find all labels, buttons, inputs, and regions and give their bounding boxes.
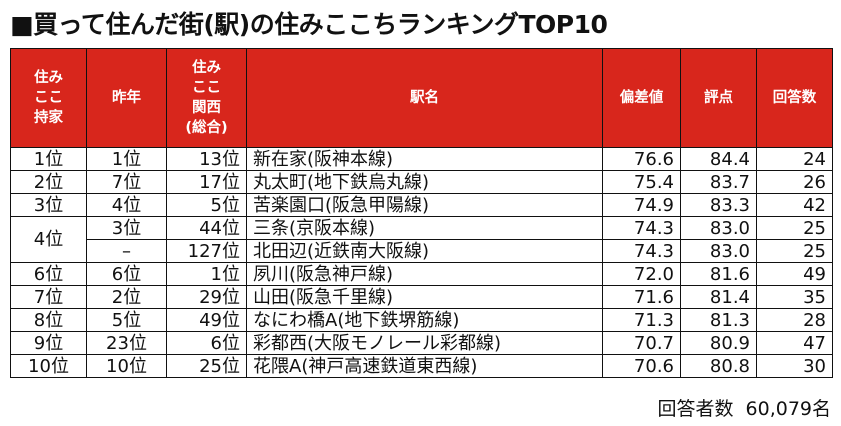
- respondent-count-label: 回答者数: [657, 398, 734, 420]
- last-year-cell: –: [86, 239, 167, 263]
- kansai-cell: 1位: [166, 262, 247, 286]
- deviation-cell: 70.6: [602, 354, 681, 378]
- kansai-cell: 17位: [166, 170, 247, 194]
- table-row: 1位 1位 13位 新在家(阪神本線) 76.6 84.4 24: [10, 147, 833, 171]
- score-cell: 84.4: [680, 147, 757, 171]
- header-deviation: 偏差値: [602, 48, 681, 148]
- station-cell: 花隈A(神戸高速鉄道東西線): [246, 354, 603, 378]
- rank-cell: 10位: [10, 354, 87, 378]
- score-cell: 83.0: [680, 239, 757, 263]
- rank-cell: 9位: [10, 331, 87, 355]
- score-cell: 81.6: [680, 262, 757, 286]
- responses-cell: 30: [756, 354, 833, 378]
- last-year-cell: 5位: [86, 308, 167, 332]
- header-rank: 住み ここ 持家: [10, 48, 87, 148]
- table-row: 6位 6位 1位 夙川(阪急神戸線) 72.0 81.6 49: [10, 262, 833, 286]
- rank-cell: 4位: [10, 216, 87, 263]
- deviation-cell: 74.3: [602, 239, 681, 263]
- rank-cell: 1位: [10, 147, 87, 171]
- kansai-cell: 13位: [166, 147, 247, 171]
- kansai-cell: 44位: [166, 216, 247, 240]
- table-row: 3位 4位 5位 苦楽園口(阪急甲陽線) 74.9 83.3 42: [10, 193, 833, 217]
- deviation-cell: 72.0: [602, 262, 681, 286]
- score-cell: 83.7: [680, 170, 757, 194]
- station-cell: 苦楽園口(阪急甲陽線): [246, 193, 603, 217]
- station-cell: 新在家(阪神本線): [246, 147, 603, 171]
- rank-cell: 3位: [10, 193, 87, 217]
- score-cell: 80.8: [680, 354, 757, 378]
- last-year-cell: 23位: [86, 331, 167, 355]
- header-station: 駅名: [246, 48, 603, 148]
- rank-cell: 2位: [10, 170, 87, 194]
- deviation-cell: 76.6: [602, 147, 681, 171]
- table-row: 9位 23位 6位 彩都西(大阪モノレール彩都線) 70.7 80.9 47: [10, 331, 833, 355]
- deviation-cell: 70.7: [602, 331, 681, 355]
- kansai-cell: 5位: [166, 193, 247, 217]
- score-cell: 81.4: [680, 285, 757, 309]
- responses-cell: 25: [756, 239, 833, 263]
- score-cell: 81.3: [680, 308, 757, 332]
- header-responses: 回答数: [756, 48, 833, 148]
- last-year-cell: 7位: [86, 170, 167, 194]
- rank-cell: 7位: [10, 285, 87, 309]
- table-row: – 127位 北田辺(近鉄南大阪線) 74.3 83.0 25: [11, 239, 833, 263]
- kansai-cell: 6位: [166, 331, 247, 355]
- last-year-cell: 2位: [86, 285, 167, 309]
- station-cell: 夙川(阪急神戸線): [246, 262, 603, 286]
- score-cell: 83.0: [680, 216, 757, 240]
- last-year-cell: 6位: [86, 262, 167, 286]
- responses-cell: 35: [756, 285, 833, 309]
- station-cell: 彩都西(大阪モノレール彩都線): [246, 331, 603, 355]
- header-last-year: 昨年: [86, 48, 167, 148]
- score-cell: 83.3: [680, 193, 757, 217]
- responses-cell: 25: [756, 216, 833, 240]
- last-year-cell: 4位: [86, 193, 167, 217]
- respondent-count-value: 60,079名: [745, 398, 831, 420]
- table-row: 10位 10位 25位 花隈A(神戸高速鉄道東西線) 70.6 80.8 30: [10, 354, 833, 378]
- responses-cell: 28: [756, 308, 833, 332]
- deviation-cell: 74.9: [602, 193, 681, 217]
- station-cell: なにわ橋A(地下鉄堺筋線): [246, 308, 603, 332]
- responses-cell: 42: [756, 193, 833, 217]
- table-row: 2位 7位 17位 丸太町(地下鉄烏丸線) 75.4 83.7 26: [10, 170, 833, 194]
- deviation-cell: 71.3: [602, 308, 681, 332]
- rank-cell: 8位: [10, 308, 87, 332]
- deviation-cell: 71.6: [602, 285, 681, 309]
- kansai-cell: 127位: [166, 239, 247, 263]
- deviation-cell: 74.3: [602, 216, 681, 240]
- kansai-cell: 49位: [166, 308, 247, 332]
- score-cell: 80.9: [680, 331, 757, 355]
- station-cell: 北田辺(近鉄南大阪線): [246, 239, 603, 263]
- responses-cell: 26: [756, 170, 833, 194]
- last-year-cell: 3位: [86, 216, 167, 240]
- table-row: 4位 3位 44位 三条(京阪本線) 74.3 83.0 25: [10, 216, 833, 263]
- header-score: 評点: [680, 48, 757, 148]
- station-cell: 山田(阪急千里線): [246, 285, 603, 309]
- last-year-cell: 1位: [86, 147, 167, 171]
- respondent-count: 回答者数 60,079名: [658, 394, 832, 421]
- kansai-cell: 25位: [166, 354, 247, 378]
- table-row: 8位 5位 49位 なにわ橋A(地下鉄堺筋線) 71.3 81.3 28: [10, 308, 833, 332]
- station-cell: 三条(京阪本線): [246, 216, 603, 240]
- deviation-cell: 75.4: [602, 170, 681, 194]
- rank-cell: 6位: [10, 262, 87, 286]
- ranking-table: 住み ここ 持家 昨年 住み ここ 関西 (総合) 駅名 偏差値 評点 回答数 …: [10, 48, 833, 378]
- kansai-cell: 29位: [166, 285, 247, 309]
- last-year-cell: 10位: [86, 354, 167, 378]
- table-row: 7位 2位 29位 山田(阪急千里線) 71.6 81.4 35: [10, 285, 833, 309]
- header-row: 住み ここ 持家 昨年 住み ここ 関西 (総合) 駅名 偏差値 評点 回答数: [10, 48, 833, 148]
- responses-cell: 47: [756, 331, 833, 355]
- responses-cell: 49: [756, 262, 833, 286]
- page-title: ■買って住んだ街(駅)の住みここちランキングTOP10: [10, 10, 608, 39]
- header-kansai: 住み ここ 関西 (総合): [166, 48, 247, 148]
- station-cell: 丸太町(地下鉄烏丸線): [246, 170, 603, 194]
- responses-cell: 24: [756, 147, 833, 171]
